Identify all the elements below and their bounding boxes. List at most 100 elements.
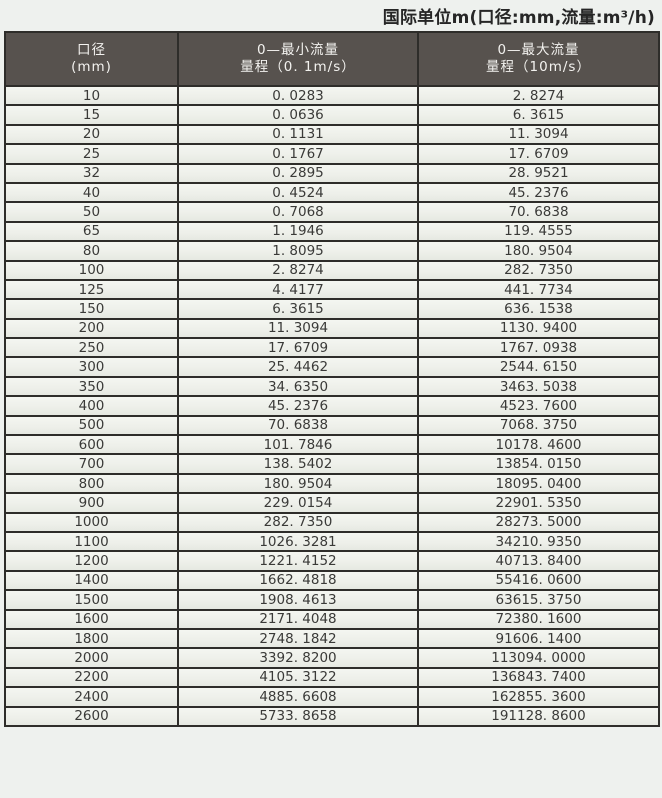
max-flow-cell: 17. 6709 [417,143,660,165]
min-flow-cell: 25. 4462 [177,356,419,378]
diameter-cell: 2400 [4,686,179,708]
min-flow-cell: 2. 8274 [177,259,419,281]
table-row: 2400 4885. 6608 162855. 3600 [4,686,660,708]
table-caption: 国际单位m(口径:mm,流量:m³/h) [0,0,662,31]
table-row: 10 0. 0283 2. 8274 [4,84,660,107]
max-flow-cell: 636. 1538 [417,298,660,320]
table-row: 20 0. 1131 11. 3094 [4,123,660,146]
diameter-cell: 700 [4,453,179,475]
column-title: 0—最大流量 [497,42,580,58]
table-row: 200 11. 3094 1130. 9400 [4,317,660,340]
min-flow-cell: 0. 7068 [177,201,419,223]
diameter-cell: 1800 [4,627,179,650]
max-flow-cell: 4523. 7600 [417,395,660,417]
min-flow-cell: 45. 2376 [177,395,419,417]
diameter-cell: 2000 [4,647,179,669]
table-row: 50 0. 7068 70. 6838 [4,201,660,223]
min-flow-cell: 2748. 1842 [177,627,419,650]
table-row: 350 34. 6350 3463. 5038 [4,375,660,398]
min-flow-cell: 1221. 4152 [177,550,419,572]
min-flow-cell: 101. 7846 [177,434,419,456]
diameter-cell: 1200 [4,550,179,572]
min-flow-cell: 3392. 8200 [177,647,419,669]
table-row: 1100 1026. 3281 34210. 9350 [4,530,660,553]
diameter-cell: 1400 [4,569,179,592]
table-row: 1400 1662. 4818 55416. 0600 [4,569,660,592]
min-flow-cell: 4105. 3122 [177,666,419,689]
min-flow-cell: 138. 5402 [177,453,419,475]
diameter-cell: 10 [4,84,179,107]
diameter-cell: 400 [4,395,179,417]
min-flow-cell: 1026. 3281 [177,530,419,553]
page: 国际单位m(口径:mm,流量:m³/h) 口径 (mm) 0—最小流量 量程（0… [0,0,662,727]
table-row: 400 45. 2376 4523. 7600 [4,395,660,417]
table-row: 65 1. 1946 119. 4555 [4,220,660,243]
min-flow-cell: 282. 7350 [177,511,419,534]
min-flow-cell: 0. 0636 [177,104,419,126]
min-flow-cell: 5733. 8658 [177,705,419,727]
max-flow-cell: 28. 9521 [417,162,660,184]
table-row: 1200 1221. 4152 40713. 8400 [4,550,660,572]
table-body: 10 0. 0283 2. 8274 15 0. 0636 6. 3615 20 0. 113… [4,84,660,727]
max-flow-cell: 282. 7350 [417,259,660,281]
table-row: 25 0. 1767 17. 6709 [4,143,660,165]
diameter-cell: 50 [4,201,179,223]
max-flow-cell: 91606. 1400 [417,627,660,650]
min-flow-cell: 2171. 4048 [177,608,419,630]
max-flow-cell: 72380. 1600 [417,608,660,630]
max-flow-cell: 180. 9504 [417,240,660,262]
diameter-cell: 80 [4,240,179,262]
max-flow-cell: 113094. 0000 [417,647,660,669]
diameter-cell: 900 [4,492,179,514]
max-flow-cell: 7068. 3750 [417,414,660,437]
column-subtitle: (mm) [71,59,112,75]
diameter-cell: 300 [4,356,179,378]
max-flow-cell: 11. 3094 [417,123,660,146]
unit-note-text: 国际单位m(口径:mm,流量:m³/h) [382,8,655,28]
diameter-cell: 125 [4,278,179,301]
min-flow-cell: 0. 0283 [177,84,419,107]
table-row: 32 0. 2895 28. 9521 [4,162,660,184]
table-row: 1600 2171. 4048 72380. 1600 [4,608,660,630]
max-flow-cell: 40713. 8400 [417,550,660,572]
column-header-diameter: 口径 (mm) [4,31,179,87]
column-subtitle: 量程（0. 1m/s） [240,59,356,75]
min-flow-cell: 0. 2895 [177,162,419,184]
table-header: 口径 (mm) 0—最小流量 量程（0. 1m/s） 0—最大流量 量程（10m… [4,31,660,87]
max-flow-cell: 45. 2376 [417,181,660,204]
max-flow-cell: 119. 4555 [417,220,660,243]
max-flow-cell: 55416. 0600 [417,569,660,592]
diameter-cell: 800 [4,472,179,495]
max-flow-cell: 3463. 5038 [417,375,660,398]
column-header-max-flow: 0—最大流量 量程（10m/s） [417,31,660,87]
diameter-cell: 32 [4,162,179,184]
min-flow-cell: 6. 3615 [177,298,419,320]
min-flow-cell: 1. 1946 [177,220,419,243]
min-flow-cell: 11. 3094 [177,317,419,340]
column-title: 口径 [77,42,106,58]
min-flow-cell: 17. 6709 [177,337,419,359]
max-flow-cell: 2. 8274 [417,84,660,107]
max-flow-cell: 13854. 0150 [417,453,660,475]
diameter-cell: 350 [4,375,179,398]
min-flow-cell: 0. 4524 [177,181,419,204]
column-title: 0—最小流量 [256,42,340,58]
diameter-cell: 600 [4,434,179,456]
flow-range-table: 口径 (mm) 0—最小流量 量程（0. 1m/s） 0—最大流量 量程（10m… [4,31,660,727]
table-row: 500 70. 6838 7068. 3750 [4,414,660,437]
min-flow-cell: 4. 4177 [177,278,419,301]
diameter-cell: 1000 [4,511,179,534]
table-row: 1500 1908. 4613 63615. 3750 [4,589,660,611]
min-flow-cell: 34. 6350 [177,375,419,398]
diameter-cell: 65 [4,220,179,243]
max-flow-cell: 2544. 6150 [417,356,660,378]
diameter-cell: 2600 [4,705,179,727]
diameter-cell: 100 [4,259,179,281]
min-flow-cell: 0. 1767 [177,143,419,165]
max-flow-cell: 34210. 9350 [417,530,660,553]
table-row: 600 101. 7846 10178. 4600 [4,434,660,456]
table-row: 80 1. 8095 180. 9504 [4,240,660,262]
diameter-cell: 150 [4,298,179,320]
min-flow-cell: 0. 1131 [177,123,419,146]
min-flow-cell: 180. 9504 [177,472,419,495]
